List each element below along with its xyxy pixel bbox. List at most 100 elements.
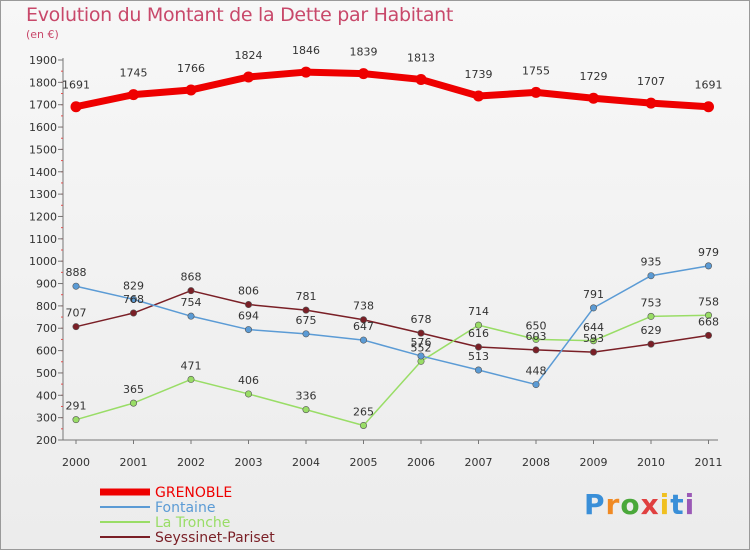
data-label: 650 (526, 319, 547, 332)
data-label: 1813 (407, 51, 435, 64)
data-label: 694 (238, 310, 259, 323)
data-point (359, 421, 367, 429)
data-label: 935 (641, 256, 662, 269)
chart-subtitle: (en €) (26, 28, 59, 41)
y-tick-label: 400 (36, 389, 57, 402)
y-tick-label: 1200 (29, 210, 57, 223)
data-label: 1766 (177, 62, 205, 75)
data-point (647, 340, 655, 348)
data-label: 365 (123, 383, 144, 396)
data-label: 448 (526, 365, 547, 378)
data-label: 806 (238, 285, 259, 298)
data-label: 647 (353, 320, 374, 333)
y-tick-label: 1600 (29, 121, 57, 134)
data-label: 1707 (637, 75, 665, 88)
brand-letter: x (640, 488, 660, 521)
y-tick-label: 1800 (29, 76, 57, 89)
x-tick-label: 2005 (350, 456, 378, 469)
data-point (245, 326, 253, 334)
data-label: 668 (698, 315, 719, 328)
data-label: 868 (181, 271, 202, 284)
data-label: 781 (296, 290, 317, 303)
data-point (128, 89, 139, 101)
series-line-seyssinet-pariset (75, 289, 709, 353)
data-label: 979 (698, 246, 719, 259)
x-tick-label: 2000 (62, 456, 90, 469)
data-label: 829 (123, 279, 144, 292)
data-labels: 707 768 868 806 781 738 678 616 603 593 629 668 291 3… (62, 44, 723, 418)
data-point (589, 337, 597, 345)
data-point (72, 323, 80, 331)
data-point (300, 66, 312, 78)
legend-label: GRENOBLE (155, 485, 232, 501)
data-label: 291 (66, 400, 87, 413)
data-point (185, 84, 197, 96)
data-label: 406 (238, 374, 259, 387)
data-label: 888 (66, 266, 87, 279)
data-point (415, 73, 427, 85)
y-tick-label: 300 (36, 412, 57, 425)
series-line-grenoble (75, 68, 709, 111)
data-label: 336 (296, 390, 317, 403)
data-point (532, 346, 540, 354)
x-tick-label: 2011 (695, 456, 723, 469)
data-point (302, 406, 310, 414)
data-point (417, 329, 425, 337)
x-tick-label: 2009 (580, 456, 608, 469)
y-tick-label: 600 (36, 345, 57, 358)
data-label: 1739 (465, 68, 493, 81)
series-line-la-tronche (75, 314, 709, 427)
data-point (187, 287, 195, 295)
data-point (474, 366, 482, 374)
brand-letter: i (684, 488, 696, 521)
x-tick-label: 2001 (120, 456, 148, 469)
data-label: 1839 (350, 46, 378, 59)
y-tick-label: 1100 (29, 233, 57, 246)
data-label: 616 (468, 327, 489, 340)
data-label: 1691 (695, 79, 723, 92)
y-tick-label: 1300 (29, 188, 57, 201)
data-label: 593 (583, 332, 604, 345)
chart-title: Evolution du Montant de la Dette par Hab… (26, 4, 454, 26)
y-tick-label: 800 (36, 300, 57, 313)
data-point (589, 304, 597, 312)
data-label: 1846 (292, 44, 320, 57)
data-label: 675 (296, 314, 317, 327)
data-point (359, 316, 367, 324)
data-label: 738 (353, 300, 374, 313)
x-tick-label: 2008 (522, 456, 550, 469)
y-tick-label: 700 (36, 322, 57, 335)
data-label: 471 (181, 359, 202, 372)
data-label: 1745 (120, 67, 148, 80)
data-label: 603 (526, 330, 547, 343)
data-point (245, 390, 253, 398)
data-label: 707 (66, 307, 87, 320)
data-point (243, 71, 254, 83)
data-point (358, 68, 369, 80)
brand-logo: Proxiti (584, 488, 695, 521)
data-point (532, 381, 540, 389)
data-point (474, 343, 482, 351)
y-tick-label: 1700 (29, 99, 57, 112)
data-label: 629 (641, 324, 662, 337)
brand-letter: t (670, 488, 685, 521)
brand-letter: o (620, 488, 641, 521)
data-point (302, 306, 310, 314)
data-point (130, 295, 138, 303)
data-label: 552 (411, 341, 432, 354)
data-point (704, 311, 712, 319)
data-point (589, 348, 597, 356)
data-point (302, 330, 310, 338)
y-tick-label: 200 (36, 434, 57, 447)
data-label: 758 (698, 295, 719, 308)
y-tick-label: 900 (36, 278, 57, 291)
data-point (647, 272, 655, 280)
brand-letter: P (584, 488, 606, 521)
data-point (703, 101, 714, 113)
data-label: 576 (411, 336, 432, 349)
x-tick-label: 2010 (637, 456, 665, 469)
data-point (359, 336, 367, 344)
data-point (70, 101, 82, 113)
